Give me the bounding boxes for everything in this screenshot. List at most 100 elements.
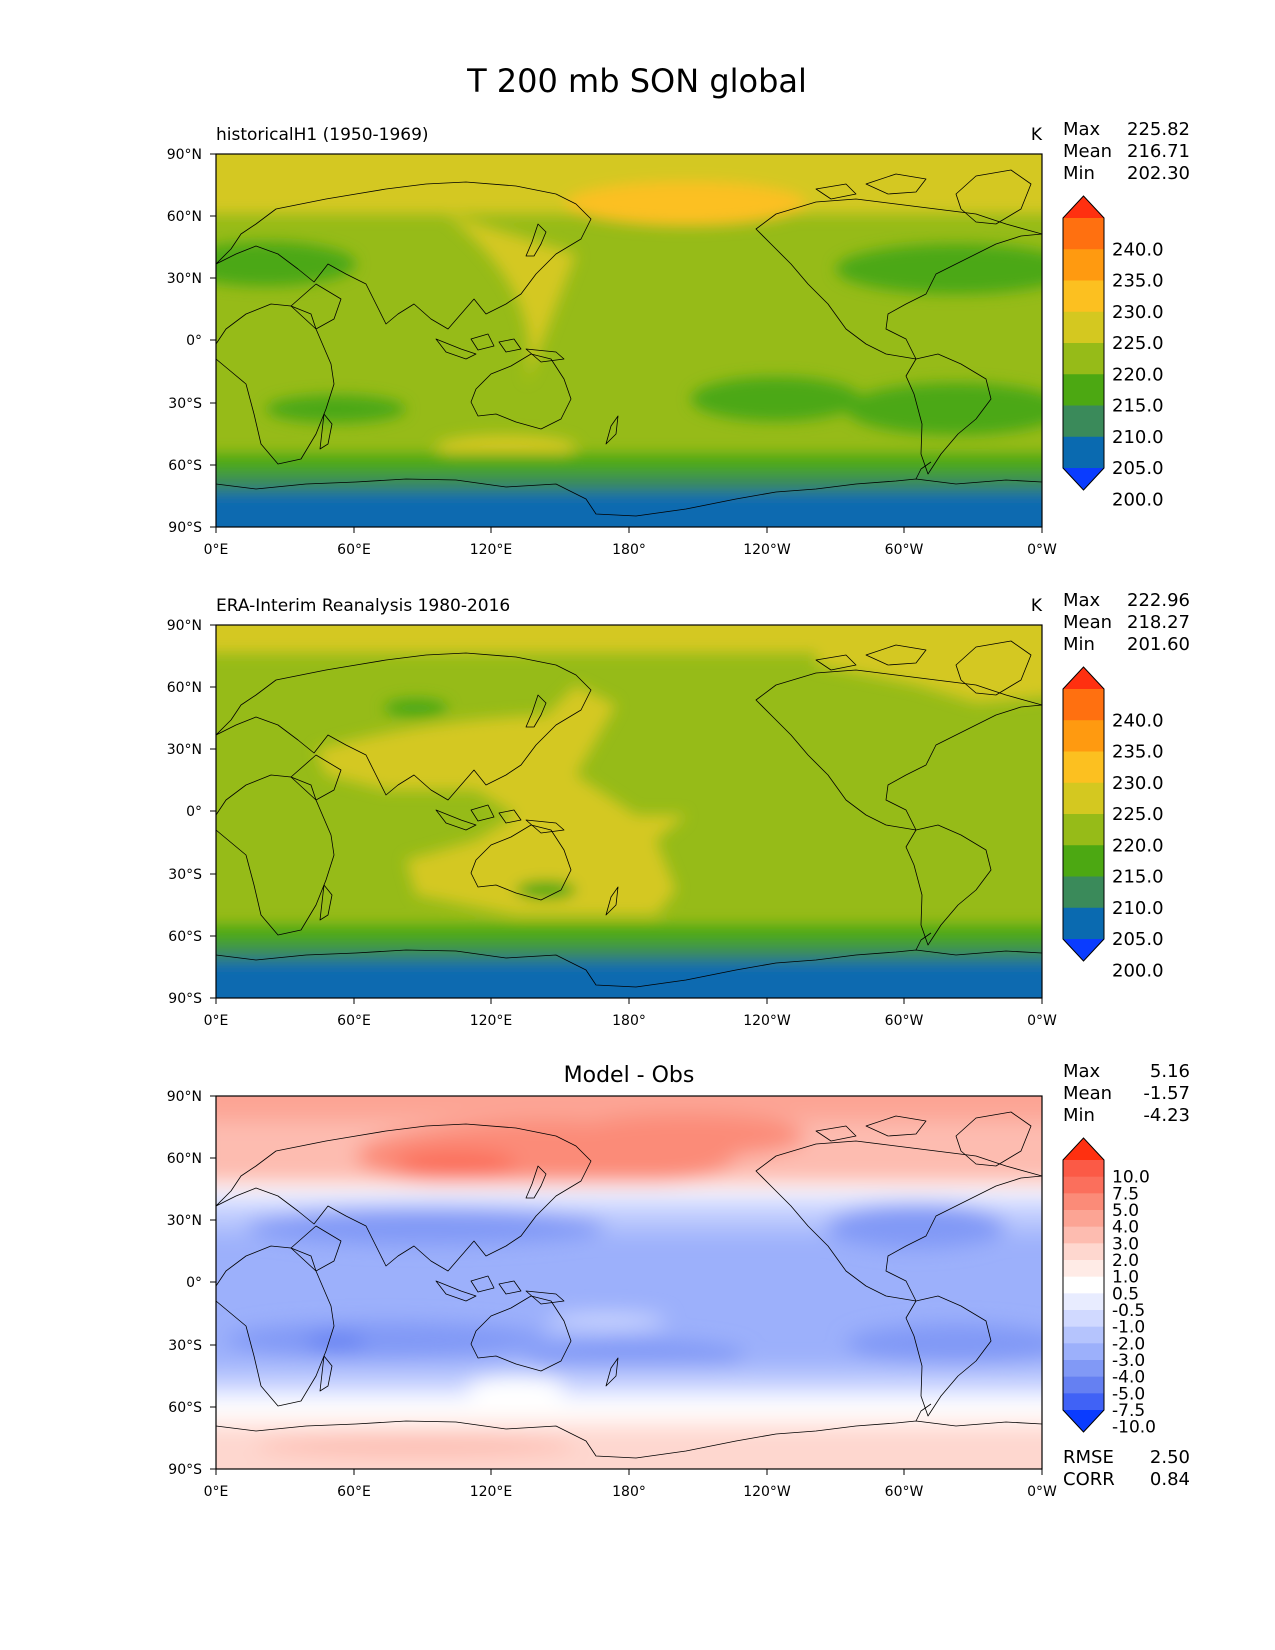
colorbar-tick-label: -3.0 — [1112, 1351, 1145, 1371]
colorbar-tick-label: 205.0 — [1112, 929, 1164, 950]
stat-value: 5.16 — [1150, 1061, 1190, 1082]
colorbar-band — [1063, 720, 1104, 752]
colorbar-band — [1063, 1160, 1104, 1178]
stat-value: -1.57 — [1143, 1083, 1190, 1104]
panel-left-title: historicalH1 (1950-1969) — [216, 125, 429, 145]
x-axis — [215, 998, 1043, 1004]
y-tick-label: 30°S — [168, 867, 202, 883]
colorbar-extend-max — [1063, 196, 1104, 218]
colorbar-band — [1063, 1243, 1104, 1261]
colorbar-tick-label: 225.0 — [1112, 804, 1164, 825]
error-stats-box: RMSE 2.50 CORR 0.84 — [1063, 1447, 1190, 1490]
x-tick-label: 180° — [612, 1013, 646, 1029]
figure-title: T 200 mb SON global — [466, 62, 807, 100]
colorbar-band — [1063, 1310, 1104, 1328]
y-axis — [210, 624, 216, 999]
colorbar-band — [1063, 814, 1104, 846]
colorbar-band — [1063, 1376, 1104, 1394]
colorbar-band — [1063, 436, 1104, 469]
colorbar-band — [1063, 1260, 1104, 1278]
colorbar-tick-label: 210.0 — [1112, 427, 1164, 448]
x-tick-label: 0°W — [1027, 542, 1057, 558]
colorbar-tick-label: 2.0 — [1112, 1251, 1139, 1271]
colorbar-band — [1063, 1176, 1104, 1194]
colorbar-band — [1063, 1293, 1104, 1311]
y-tick-label: 0° — [186, 1275, 202, 1291]
y-tick-label: 60°S — [168, 1400, 202, 1416]
colorbar-extend-min — [1063, 468, 1104, 490]
stat-label: CORR — [1063, 1469, 1115, 1490]
y-tick-label: 90°S — [168, 520, 202, 536]
y-tick-label: 30°N — [167, 271, 202, 287]
colorbar: 10.07.55.04.03.02.01.00.5-0.5-1.0-2.0-3.… — [1062, 1137, 1156, 1438]
x-tick-label: 0°E — [204, 1013, 229, 1029]
x-tick-label: 120°W — [743, 542, 791, 558]
stat-label: Max — [1063, 119, 1101, 140]
stat-label: Min — [1063, 634, 1095, 655]
map-field — [216, 1096, 1042, 1469]
panel-units: K — [1031, 596, 1043, 616]
colorbar-band — [1063, 1193, 1104, 1211]
stat-value: 216.71 — [1127, 141, 1190, 162]
stat-label: Min — [1063, 1105, 1095, 1126]
colorbar-band — [1063, 689, 1104, 721]
stat-value: 201.60 — [1127, 634, 1190, 655]
stat-value: 0.84 — [1150, 1469, 1190, 1490]
colorbar-extend-max — [1063, 667, 1104, 689]
colorbar-tick-label: 1.0 — [1112, 1268, 1139, 1288]
colorbar-band — [1063, 218, 1104, 250]
colorbar-tick-label: 220.0 — [1112, 364, 1164, 385]
colorbar-band — [1063, 907, 1104, 940]
colorbar-band — [1063, 782, 1104, 815]
stat-label: Mean — [1063, 612, 1112, 633]
stat-label: Min — [1063, 163, 1095, 184]
y-tick-label: 60°N — [167, 1151, 202, 1167]
stat-label: Max — [1063, 590, 1101, 611]
colorbar-tick-label: -1.0 — [1112, 1318, 1145, 1338]
stat-value: 225.82 — [1127, 119, 1190, 140]
colorbar-tick-label: 0.5 — [1112, 1284, 1139, 1304]
colorbar-band — [1063, 405, 1104, 438]
colorbar-band — [1063, 374, 1104, 406]
stats-box: Max 225.82 Mean 216.71 Min 202.30 — [1063, 119, 1190, 184]
map-field — [216, 154, 1042, 527]
x-tick-label: 60°E — [337, 542, 371, 558]
y-tick-label: 30°S — [168, 396, 202, 412]
colorbar-tick-label: 215.0 — [1112, 867, 1164, 888]
colorbar: 240.0 235.0 230.0 225.0 220.0 215.0 210.0 205.0… — [1062, 195, 1164, 510]
colorbar-band — [1063, 1393, 1104, 1411]
y-tick-label: 0° — [186, 804, 202, 820]
stat-label: Mean — [1063, 1083, 1112, 1104]
colorbar-outline — [1062, 1137, 1105, 1433]
colorbar-tick-label: 5.0 — [1112, 1201, 1139, 1221]
panel-obs: ERA-Interim Reanalysis 1980-2016 K — [167, 590, 1190, 1029]
y-axis — [210, 153, 216, 528]
colorbar-band — [1063, 1360, 1104, 1378]
x-axis — [215, 1469, 1043, 1475]
colorbar-tick-label: 7.5 — [1112, 1184, 1139, 1204]
colorbar-tick-label: 240.0 — [1112, 710, 1164, 731]
colorbar-tick-label: -5.0 — [1112, 1384, 1145, 1404]
colorbar-tick-label: 215.0 — [1112, 396, 1164, 417]
colorbar-tick-label: 3.0 — [1112, 1234, 1139, 1254]
y-tick-label: 60°N — [167, 209, 202, 225]
x-axis — [215, 527, 1043, 533]
colorbar-band — [1063, 1210, 1104, 1228]
colorbar-tick-label: 10.0 — [1112, 1168, 1150, 1188]
colorbar-band — [1063, 751, 1104, 784]
colorbar-band — [1063, 1226, 1104, 1244]
colorbar-band — [1063, 249, 1104, 281]
colorbar-tick-label: -0.5 — [1112, 1301, 1145, 1321]
x-tick-label: 120°E — [470, 1013, 513, 1029]
stat-value: 222.96 — [1127, 590, 1190, 611]
colorbar-tick-label: 205.0 — [1112, 458, 1164, 479]
colorbar-tick-label: 4.0 — [1112, 1218, 1139, 1238]
panel-diff: Model - Obs — [167, 1061, 1190, 1500]
x-tick-label: 0°W — [1027, 1013, 1057, 1029]
colorbar-tick-label: 200.0 — [1112, 960, 1164, 981]
colorbar-outline — [1062, 666, 1105, 962]
panel-left-title: ERA-Interim Reanalysis 1980-2016 — [216, 596, 510, 616]
y-tick-label: 60°S — [168, 458, 202, 474]
colorbar-band — [1063, 1276, 1104, 1294]
stat-label: Mean — [1063, 141, 1112, 162]
